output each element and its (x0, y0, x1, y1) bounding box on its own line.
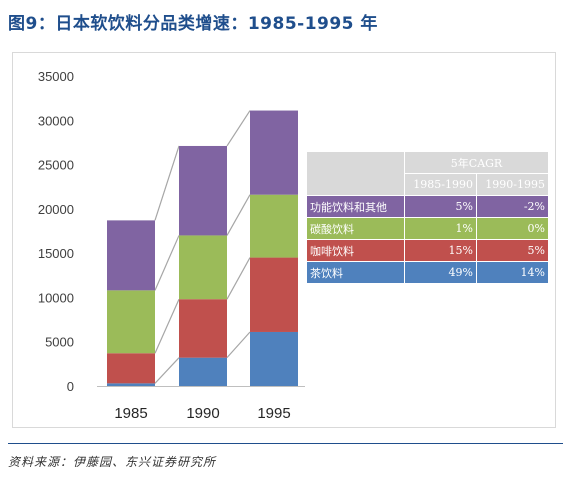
row-value-1990-1995: 0% (476, 217, 549, 240)
table-row: 咖啡饮料 15% 5% (306, 239, 549, 262)
table-header-cagr: 5年CAGR (404, 151, 549, 174)
row-value-1990-1995: 5% (476, 239, 549, 262)
x-tick-label: 1985 (114, 405, 147, 422)
bar-segment (107, 290, 155, 354)
table-corner (306, 151, 405, 196)
y-tick-label: 30000 (38, 113, 74, 128)
row-label: 功能饮料和其他 (306, 195, 405, 218)
bar-segment (250, 194, 298, 258)
figure-title: 图9：日本软饮料分品类增速：1985-1995 年 (8, 14, 378, 34)
bar-segment (179, 235, 227, 300)
bar-segment (107, 353, 155, 384)
y-tick-label: 10000 (38, 290, 74, 305)
row-value-1985-1990: 5% (404, 195, 477, 218)
row-value-1990-1995: -2% (476, 195, 549, 218)
y-tick-label: 35000 (38, 69, 74, 84)
bar-segment (250, 257, 298, 332)
y-tick-label: 15000 (38, 246, 74, 261)
y-tick-label: 0 (67, 379, 74, 394)
cagr-table: 5年CAGR 1985-1990 1990-1995 功能饮料和其他 5% -2% 碳酸饮料… (306, 151, 549, 284)
row-label: 茶饮料 (306, 261, 405, 284)
series-connector (226, 331, 251, 359)
series-connector (154, 235, 180, 291)
divider (8, 443, 563, 444)
source-note: 资料来源：伊藤园、东兴证券研究所 (8, 455, 217, 469)
row-value-1985-1990: 49% (404, 261, 477, 284)
bar-segment (107, 220, 155, 291)
bar-segment (107, 383, 155, 386)
y-tick-label: 5000 (45, 335, 74, 350)
series-connector (226, 110, 251, 147)
x-tick-label: 1990 (186, 405, 219, 422)
table-row: 茶饮料 49% 14% (306, 261, 549, 284)
table-header-period: 1985-1990 (404, 173, 477, 196)
series-connector (154, 357, 180, 384)
series-connector (154, 145, 180, 221)
row-value-1985-1990: 1% (404, 217, 477, 240)
table-header-period: 1990-1995 (476, 173, 549, 196)
series-connector (226, 257, 251, 300)
y-tick-label: 25000 (38, 158, 74, 173)
bar-segment (250, 110, 298, 195)
x-tick-label: 1995 (257, 405, 290, 422)
chart-frame (12, 52, 556, 428)
row-label: 碳酸饮料 (306, 217, 405, 240)
bar-segment (179, 299, 227, 358)
table-row: 碳酸饮料 1% 0% (306, 217, 549, 240)
y-tick-label: 20000 (38, 202, 74, 217)
row-value-1990-1995: 14% (476, 261, 549, 284)
bar-segment (179, 357, 227, 386)
bar-segment (179, 145, 227, 236)
series-connector (154, 298, 180, 354)
bar-segment (250, 331, 298, 386)
table-row: 功能饮料和其他 5% -2% (306, 195, 549, 218)
series-connector (226, 194, 251, 236)
row-label: 咖啡饮料 (306, 239, 405, 262)
row-value-1985-1990: 15% (404, 239, 477, 262)
